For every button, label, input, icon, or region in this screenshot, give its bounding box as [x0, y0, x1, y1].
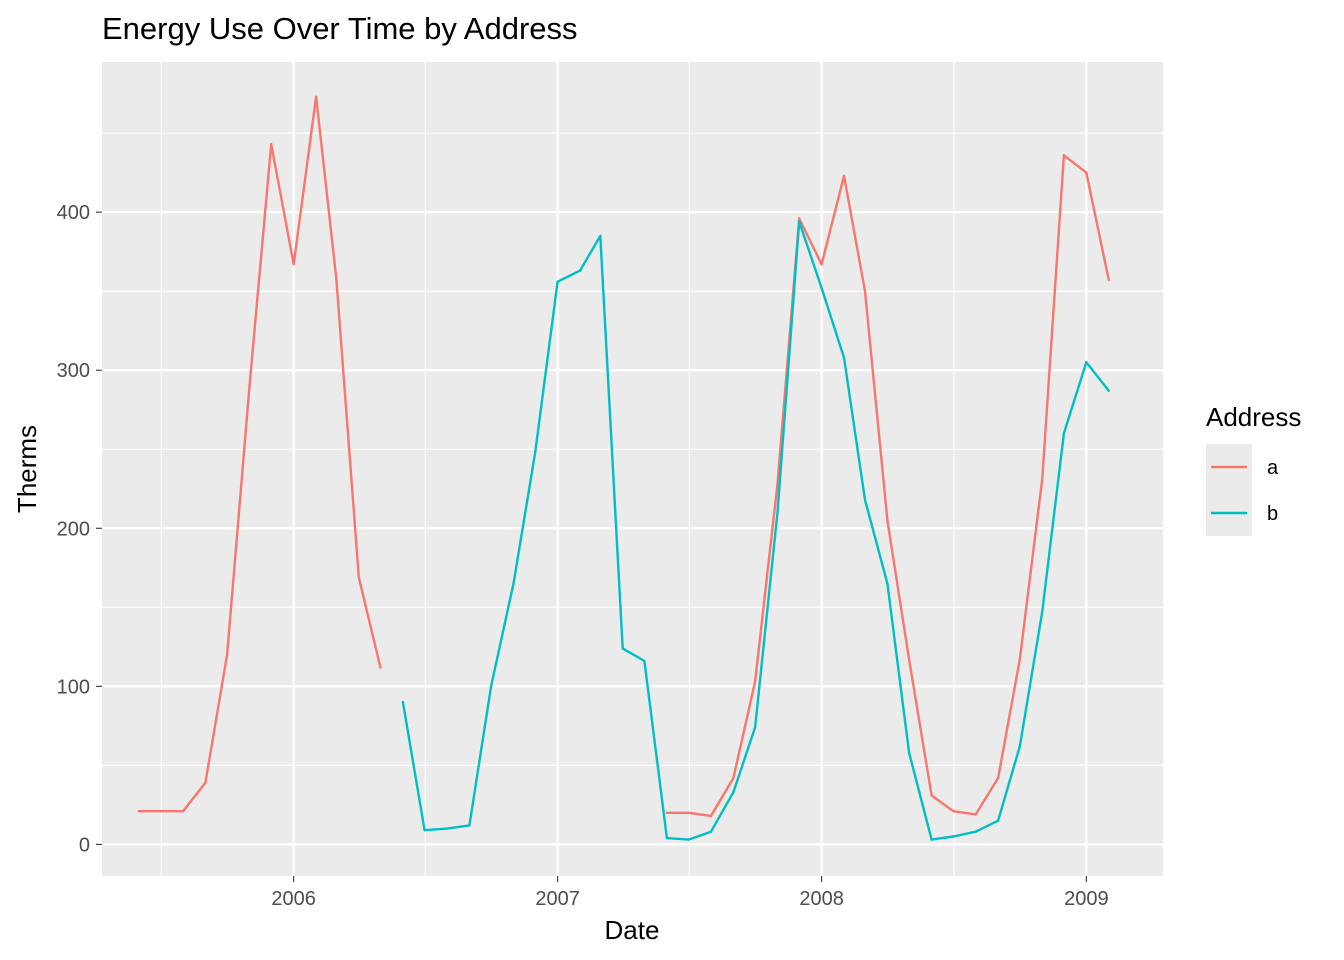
- data-point-a: [974, 813, 977, 816]
- data-point-a: [842, 174, 846, 177]
- data-point-b: [1085, 361, 1088, 364]
- data-point-a: [863, 290, 867, 293]
- data-point-a: [798, 217, 801, 220]
- data-point-a: [665, 811, 669, 814]
- data-point-b: [1018, 745, 1021, 748]
- data-point-a: [1085, 171, 1088, 174]
- y-tick-label: 300: [57, 360, 90, 382]
- y-tick-label: 200: [57, 518, 90, 540]
- data-point-a: [379, 666, 382, 669]
- data-point-a: [776, 482, 779, 486]
- x-tick-label: 2007: [535, 888, 580, 910]
- data-point-a: [1018, 658, 1021, 661]
- legend: Address a b: [1206, 402, 1301, 536]
- data-point-b: [401, 700, 405, 704]
- data-point-b: [776, 511, 779, 514]
- data-point-a: [907, 658, 911, 661]
- major-gridlines: [102, 62, 1163, 876]
- data-point-a: [952, 810, 955, 813]
- data-point-b: [930, 838, 933, 841]
- data-point-b: [621, 647, 624, 650]
- data-point-a: [181, 810, 185, 813]
- data-point-b: [907, 751, 911, 754]
- data-point-b: [798, 220, 801, 223]
- y-tick-label: 0: [79, 834, 90, 856]
- y-tick-label: 100: [57, 676, 90, 698]
- data-point-b: [732, 791, 735, 794]
- data-point-b: [1107, 389, 1111, 392]
- data-point-b: [534, 451, 537, 454]
- data-point-a: [204, 781, 207, 784]
- data-point-b: [687, 838, 690, 841]
- legend-title: Address: [1206, 402, 1301, 432]
- x-tick-label: 2008: [799, 888, 844, 910]
- data-point-a: [248, 384, 251, 388]
- data-point-a: [732, 776, 735, 780]
- data-point-b: [556, 280, 559, 283]
- data-point-a: [1041, 478, 1044, 481]
- x-tick-label: 2006: [271, 888, 316, 910]
- x-axis-ticks: 2006 2007 2008 2009: [271, 876, 1109, 910]
- data-point-b: [489, 685, 493, 688]
- x-tick-label: 2009: [1064, 888, 1109, 910]
- data-point-a: [137, 810, 141, 813]
- data-point-b: [996, 819, 1000, 822]
- data-point-b: [1062, 432, 1066, 435]
- data-point-b: [842, 356, 846, 359]
- data-point-b: [863, 498, 867, 501]
- data-point-b: [1041, 610, 1044, 614]
- series-line-a: [138, 95, 382, 813]
- minor-gridlines: [102, 62, 1163, 876]
- data-point-a: [930, 794, 933, 797]
- data-point-b: [599, 234, 602, 238]
- data-point-a: [314, 95, 318, 99]
- data-point-b: [445, 827, 449, 830]
- data-point-b: [468, 824, 471, 827]
- data-point-b: [423, 829, 426, 832]
- data-point-a: [1107, 278, 1111, 282]
- legend-label-b: b: [1267, 503, 1278, 525]
- data-point-b: [952, 835, 955, 838]
- y-tick-label: 400: [57, 202, 90, 224]
- data-point-b: [820, 286, 823, 290]
- data-point-a: [225, 653, 229, 656]
- legend-label-a: a: [1267, 457, 1279, 479]
- data-point-a: [270, 143, 273, 146]
- data-point-a: [709, 814, 713, 818]
- data-point-b: [665, 836, 669, 840]
- data-point-a: [357, 576, 360, 579]
- x-axis-title: Date: [605, 915, 660, 945]
- data-point-a: [159, 810, 162, 813]
- data-point-b: [886, 582, 889, 585]
- data-point-a: [335, 277, 338, 280]
- y-axis-title: Therms: [12, 425, 42, 513]
- data-point-b: [643, 659, 646, 663]
- series-lines: [137, 95, 1111, 841]
- data-point-a: [820, 263, 823, 266]
- data-point-b: [974, 830, 977, 833]
- y-axis-ticks: 0 100 200 300 400: [57, 202, 102, 856]
- data-point-a: [886, 519, 889, 522]
- data-point-b: [578, 269, 582, 272]
- data-point-a: [687, 811, 690, 814]
- data-point-a: [292, 263, 295, 266]
- data-point-b: [753, 726, 757, 729]
- data-point-b: [512, 582, 515, 585]
- data-point-a: [996, 776, 1000, 780]
- data-point-a: [1062, 154, 1066, 157]
- data-point-b: [709, 830, 713, 833]
- chart-title: Energy Use Over Time by Address: [102, 11, 578, 46]
- data-point-a: [753, 680, 757, 683]
- plot-panel: [102, 62, 1163, 876]
